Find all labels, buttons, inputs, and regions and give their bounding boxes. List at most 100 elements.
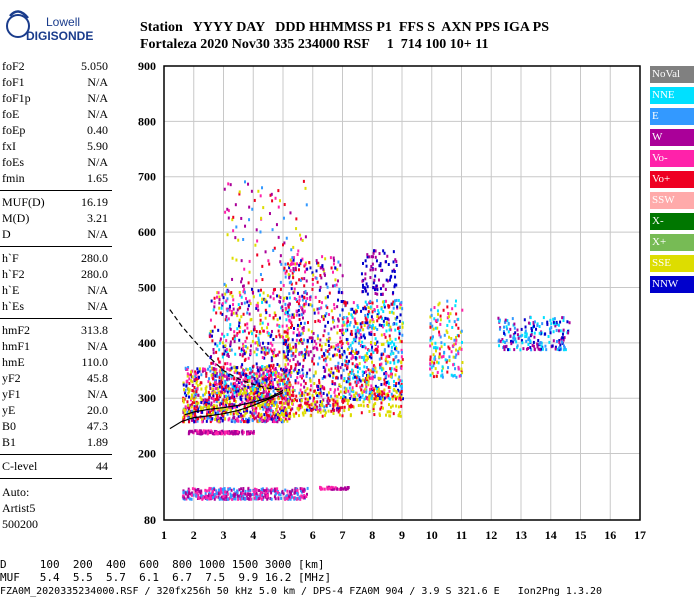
echo-point: [335, 343, 338, 347]
echo-point: [275, 223, 278, 227]
echo-point: [186, 405, 189, 409]
echo-point: [280, 262, 283, 266]
echo-point: [248, 497, 251, 501]
echo-point: [260, 326, 263, 330]
echo-point: [287, 405, 290, 409]
echo-point: [235, 258, 238, 262]
echo-point: [240, 389, 243, 393]
echo-point: [199, 432, 202, 436]
echo-point: [270, 349, 273, 353]
echo-point: [324, 314, 327, 318]
echo-point: [217, 387, 220, 391]
x-tick-label: 12: [485, 528, 497, 542]
echo-point: [350, 357, 353, 361]
echo-point: [345, 301, 348, 305]
echo-point: [322, 409, 325, 413]
echo-point: [554, 322, 557, 326]
echo-point: [295, 281, 298, 285]
echo-point: [364, 314, 367, 318]
echo-point: [453, 343, 456, 347]
echo-point: [301, 411, 304, 415]
echo-point: [560, 347, 563, 351]
echo-point: [256, 394, 259, 398]
echo-point: [352, 338, 355, 342]
echo-point: [352, 405, 355, 409]
echo-point: [309, 298, 312, 302]
echo-point: [317, 261, 320, 265]
echo-point: [249, 371, 252, 375]
echo-point: [338, 287, 341, 291]
echo-point: [189, 410, 192, 414]
echo-point: [289, 348, 292, 352]
echo-point: [273, 246, 276, 250]
echo-point: [257, 398, 260, 402]
echo-point: [369, 376, 372, 380]
echo-point: [441, 375, 444, 379]
echo-point: [260, 399, 263, 403]
echo-point: [336, 399, 339, 403]
echo-point: [251, 493, 254, 497]
echo-point: [263, 351, 266, 355]
echo-point: [343, 323, 346, 327]
echo-point: [358, 355, 361, 359]
echo-point: [252, 490, 255, 494]
echo-point: [222, 374, 225, 378]
echo-point: [346, 366, 349, 370]
echo-point: [433, 361, 436, 365]
echo-point: [325, 282, 328, 286]
echo-point: [290, 366, 293, 370]
echo-point: [372, 405, 375, 409]
echo-point: [188, 382, 191, 386]
echo-point: [262, 374, 265, 378]
echo-point: [224, 494, 227, 498]
echo-point: [298, 278, 301, 282]
echo-point: [218, 420, 221, 424]
echo-point: [357, 328, 360, 332]
echo-point: [298, 391, 301, 395]
echo-point: [280, 367, 283, 371]
echo-point: [257, 308, 260, 312]
echo-point: [225, 307, 228, 311]
echo-point: [390, 369, 393, 373]
echo-point: [259, 293, 262, 297]
echo-point: [229, 344, 232, 348]
echo-point: [316, 261, 319, 265]
echo-point: [555, 328, 558, 332]
echo-point: [294, 354, 297, 358]
echo-point: [321, 385, 324, 389]
echo-point: [446, 331, 449, 335]
echo-point: [446, 370, 449, 374]
profile-trace: [169, 392, 284, 430]
echo-point: [455, 375, 458, 379]
echo-point: [213, 390, 216, 394]
echo-point: [262, 329, 265, 333]
echo-point: [255, 488, 258, 492]
echo-point: [291, 488, 294, 492]
echo-point: [372, 320, 375, 324]
echo-point: [532, 344, 535, 348]
echo-point: [257, 390, 260, 394]
echo-point: [292, 245, 295, 249]
echo-point: [236, 412, 239, 416]
echo-point: [347, 407, 350, 411]
echo-point: [347, 389, 350, 393]
echo-point: [204, 404, 207, 408]
echo-point: [389, 337, 392, 341]
echo-point: [292, 394, 295, 398]
echo-point: [183, 414, 186, 418]
echo-point: [288, 392, 291, 396]
echo-point: [279, 296, 282, 300]
echo-point: [343, 399, 346, 403]
echo-point: [311, 357, 314, 361]
echo-point: [251, 431, 254, 435]
echo-point: [280, 410, 283, 414]
echo-point: [283, 330, 286, 334]
echo-point: [313, 354, 316, 358]
param-value: 0.40: [87, 123, 108, 137]
echo-point: [440, 341, 443, 345]
echo-point: [315, 405, 318, 409]
echo-point: [297, 381, 300, 385]
echo-point: [196, 405, 199, 409]
echo-point: [183, 388, 186, 392]
echo-point: [373, 413, 376, 417]
